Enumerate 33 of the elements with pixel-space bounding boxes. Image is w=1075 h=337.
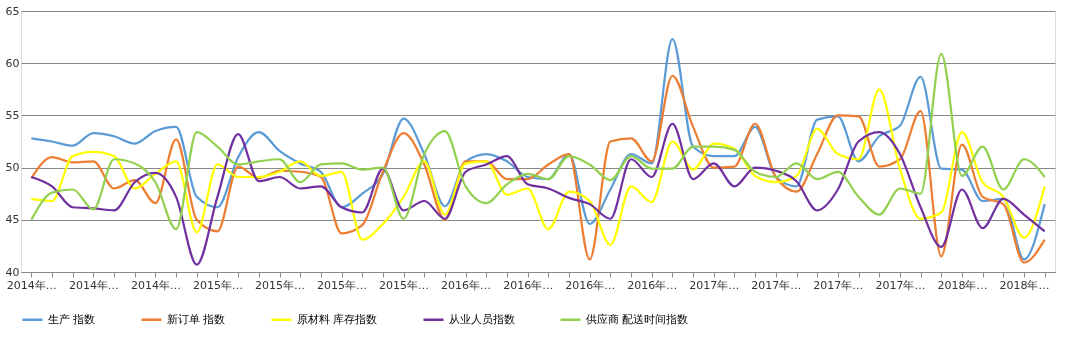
x-tick-label: 2014年…: [68, 278, 119, 292]
x-tick-label: 2015年…: [379, 278, 430, 292]
line-series: [30, 74, 1046, 264]
line-series: [30, 122, 1046, 266]
legend-label: 供应商 配送时间指数: [586, 312, 689, 326]
line-series: [30, 38, 1046, 261]
legend-label: 从业人员指数: [449, 312, 515, 326]
y-tick-label: 45: [5, 213, 20, 227]
y-tick-label: 40: [5, 265, 20, 279]
x-tick-label: 2015年…: [317, 278, 368, 292]
x-tick-label: 2017年…: [813, 278, 864, 292]
legend-label: 生产 指数: [48, 312, 96, 326]
line-series: [30, 88, 1046, 246]
y-tick-label: 65: [5, 4, 20, 18]
x-tick-label: 2015年…: [192, 278, 243, 292]
x-tick-label: 2017年…: [689, 278, 740, 292]
x-tick-label: 2018年…: [999, 278, 1050, 292]
x-tick-label: 2017年…: [875, 278, 926, 292]
x-tick-label: 2015年…: [255, 278, 305, 292]
legend-label: 原材料 库存指数: [297, 312, 378, 326]
x-tick-label: 2016年…: [441, 278, 492, 292]
x-tick-label: 2014年…: [6, 278, 57, 292]
x-tick-label: 2016年…: [565, 278, 616, 292]
x-tick-label: 2018年…: [937, 278, 988, 292]
legend-label: 新订单 指数: [167, 312, 226, 326]
line-series: [30, 52, 1046, 231]
x-tick-label: 2016年…: [503, 278, 554, 292]
y-tick-label: 60: [5, 56, 20, 70]
y-tick-label: 50: [5, 161, 20, 175]
x-tick-label: 2014年…: [130, 278, 181, 292]
x-tick-label: 2016年…: [627, 278, 678, 292]
y-tick-label: 55: [5, 108, 20, 122]
x-tick-label: 2017年…: [751, 278, 802, 292]
